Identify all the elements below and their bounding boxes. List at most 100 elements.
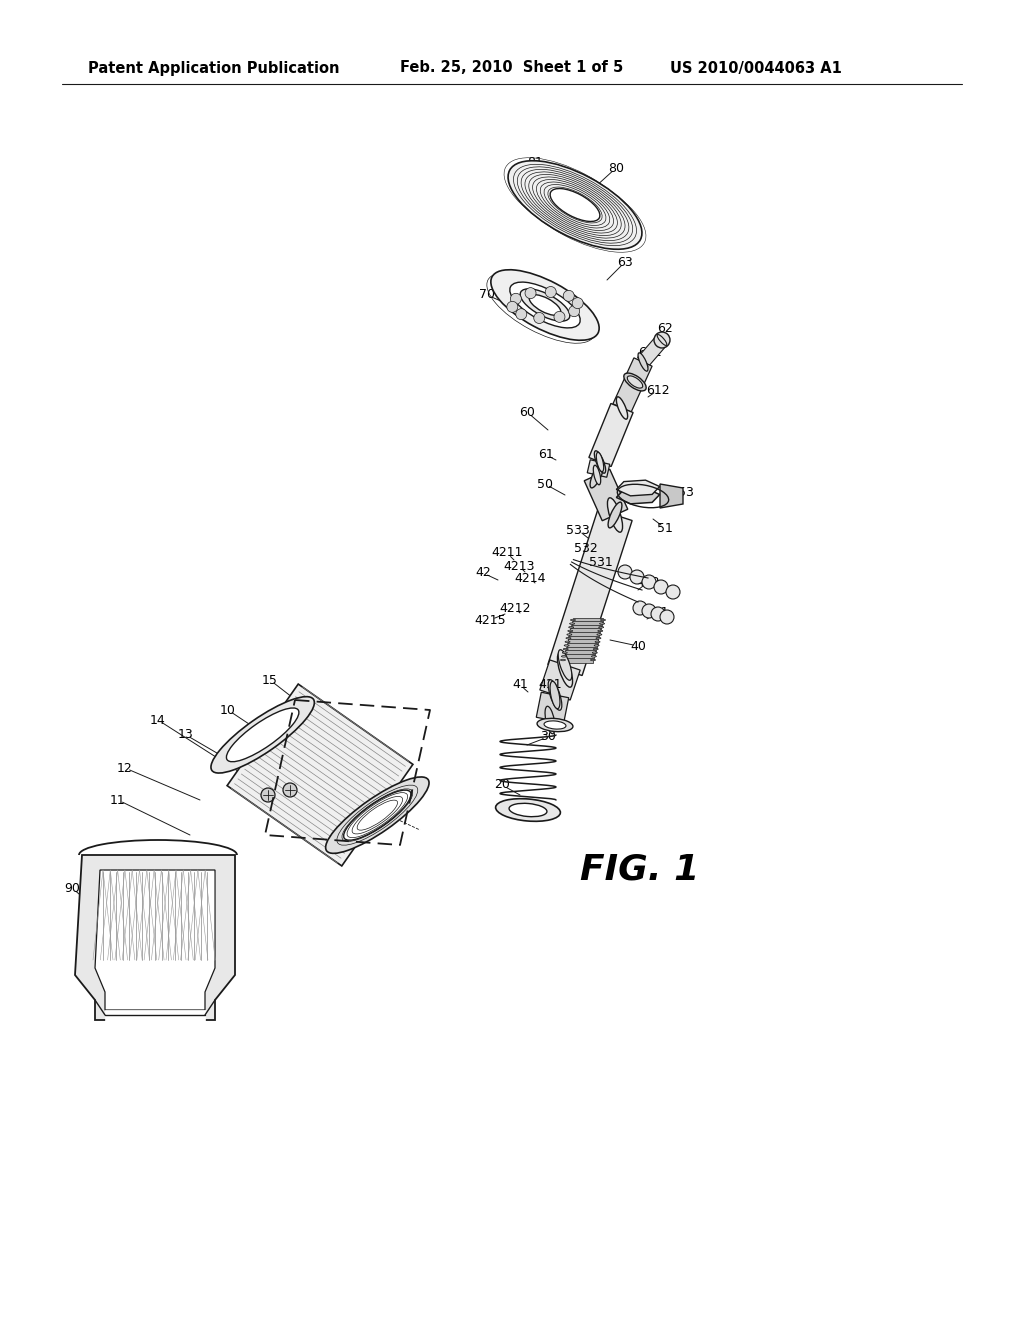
Text: FIG. 1: FIG. 1 bbox=[581, 853, 699, 887]
Ellipse shape bbox=[569, 623, 574, 624]
Ellipse shape bbox=[557, 653, 572, 688]
Circle shape bbox=[666, 585, 680, 599]
Ellipse shape bbox=[211, 697, 314, 774]
Polygon shape bbox=[570, 628, 600, 634]
Ellipse shape bbox=[550, 681, 560, 709]
Circle shape bbox=[642, 605, 656, 618]
Polygon shape bbox=[587, 459, 609, 478]
Polygon shape bbox=[564, 653, 594, 659]
Text: 90: 90 bbox=[65, 882, 80, 895]
Circle shape bbox=[563, 290, 574, 301]
Ellipse shape bbox=[596, 453, 604, 471]
Text: 422: 422 bbox=[636, 576, 659, 589]
Ellipse shape bbox=[594, 451, 605, 473]
Text: 41: 41 bbox=[512, 678, 528, 692]
Circle shape bbox=[534, 313, 545, 323]
Polygon shape bbox=[572, 622, 602, 626]
Text: 62: 62 bbox=[657, 322, 673, 334]
Polygon shape bbox=[616, 488, 659, 504]
Ellipse shape bbox=[638, 356, 648, 367]
Polygon shape bbox=[573, 618, 603, 623]
Text: 14: 14 bbox=[151, 714, 166, 726]
Text: 411: 411 bbox=[539, 678, 562, 692]
Polygon shape bbox=[540, 660, 581, 700]
Ellipse shape bbox=[564, 644, 569, 647]
Polygon shape bbox=[660, 484, 683, 508]
Circle shape bbox=[654, 333, 670, 348]
Text: Feb. 25, 2010  Sheet 1 of 5: Feb. 25, 2010 Sheet 1 of 5 bbox=[400, 61, 624, 75]
Circle shape bbox=[568, 306, 580, 317]
Polygon shape bbox=[568, 636, 598, 640]
Polygon shape bbox=[75, 855, 234, 1020]
Ellipse shape bbox=[561, 656, 566, 657]
Text: 51: 51 bbox=[657, 521, 673, 535]
Ellipse shape bbox=[529, 294, 561, 315]
Polygon shape bbox=[571, 624, 601, 630]
Ellipse shape bbox=[592, 652, 597, 653]
Ellipse shape bbox=[563, 648, 568, 649]
Circle shape bbox=[642, 576, 656, 589]
Circle shape bbox=[630, 570, 644, 583]
Ellipse shape bbox=[508, 161, 642, 249]
Ellipse shape bbox=[638, 352, 648, 371]
Ellipse shape bbox=[567, 634, 571, 635]
Ellipse shape bbox=[509, 804, 547, 817]
Polygon shape bbox=[105, 1010, 205, 1026]
Polygon shape bbox=[585, 469, 628, 521]
Polygon shape bbox=[565, 647, 596, 652]
Text: 40: 40 bbox=[630, 639, 646, 652]
Polygon shape bbox=[566, 643, 597, 648]
Ellipse shape bbox=[545, 706, 555, 734]
Ellipse shape bbox=[590, 462, 604, 488]
Circle shape bbox=[554, 312, 565, 322]
Text: 63: 63 bbox=[617, 256, 633, 268]
Polygon shape bbox=[616, 480, 659, 496]
Text: 611: 611 bbox=[638, 346, 662, 359]
Ellipse shape bbox=[593, 465, 601, 484]
Text: 20: 20 bbox=[494, 779, 510, 792]
Text: 4212: 4212 bbox=[500, 602, 530, 615]
Text: 10: 10 bbox=[220, 704, 236, 717]
Ellipse shape bbox=[548, 680, 562, 710]
Circle shape bbox=[633, 601, 647, 615]
Text: 81: 81 bbox=[527, 157, 543, 169]
Text: 11: 11 bbox=[111, 793, 126, 807]
Ellipse shape bbox=[624, 374, 646, 391]
Ellipse shape bbox=[537, 718, 573, 731]
Circle shape bbox=[660, 610, 674, 624]
Ellipse shape bbox=[594, 644, 599, 647]
Circle shape bbox=[516, 309, 526, 319]
Polygon shape bbox=[227, 684, 413, 866]
Ellipse shape bbox=[593, 648, 598, 649]
Polygon shape bbox=[638, 335, 668, 367]
Ellipse shape bbox=[496, 799, 560, 821]
Ellipse shape bbox=[607, 498, 623, 532]
Ellipse shape bbox=[600, 619, 605, 620]
Ellipse shape bbox=[562, 652, 567, 653]
Text: 4214: 4214 bbox=[514, 572, 546, 585]
Text: 50: 50 bbox=[537, 478, 553, 491]
Ellipse shape bbox=[565, 642, 570, 643]
Ellipse shape bbox=[568, 627, 573, 628]
Ellipse shape bbox=[608, 502, 622, 528]
Polygon shape bbox=[548, 510, 632, 676]
Ellipse shape bbox=[600, 623, 604, 624]
Text: 60: 60 bbox=[519, 405, 535, 418]
Polygon shape bbox=[613, 358, 652, 412]
Text: 4213: 4213 bbox=[503, 560, 535, 573]
Ellipse shape bbox=[628, 376, 643, 388]
Circle shape bbox=[261, 788, 275, 803]
Ellipse shape bbox=[490, 269, 599, 341]
Text: 612: 612 bbox=[646, 384, 670, 396]
Ellipse shape bbox=[567, 630, 572, 632]
Text: 16: 16 bbox=[317, 776, 333, 788]
Polygon shape bbox=[569, 632, 599, 638]
Text: 4215: 4215 bbox=[474, 614, 506, 627]
Polygon shape bbox=[567, 639, 598, 644]
Ellipse shape bbox=[326, 777, 429, 853]
Polygon shape bbox=[537, 692, 568, 723]
Text: 70: 70 bbox=[479, 289, 495, 301]
Text: US 2010/0044063 A1: US 2010/0044063 A1 bbox=[670, 61, 842, 75]
Polygon shape bbox=[589, 404, 633, 466]
Text: 421: 421 bbox=[645, 606, 669, 619]
